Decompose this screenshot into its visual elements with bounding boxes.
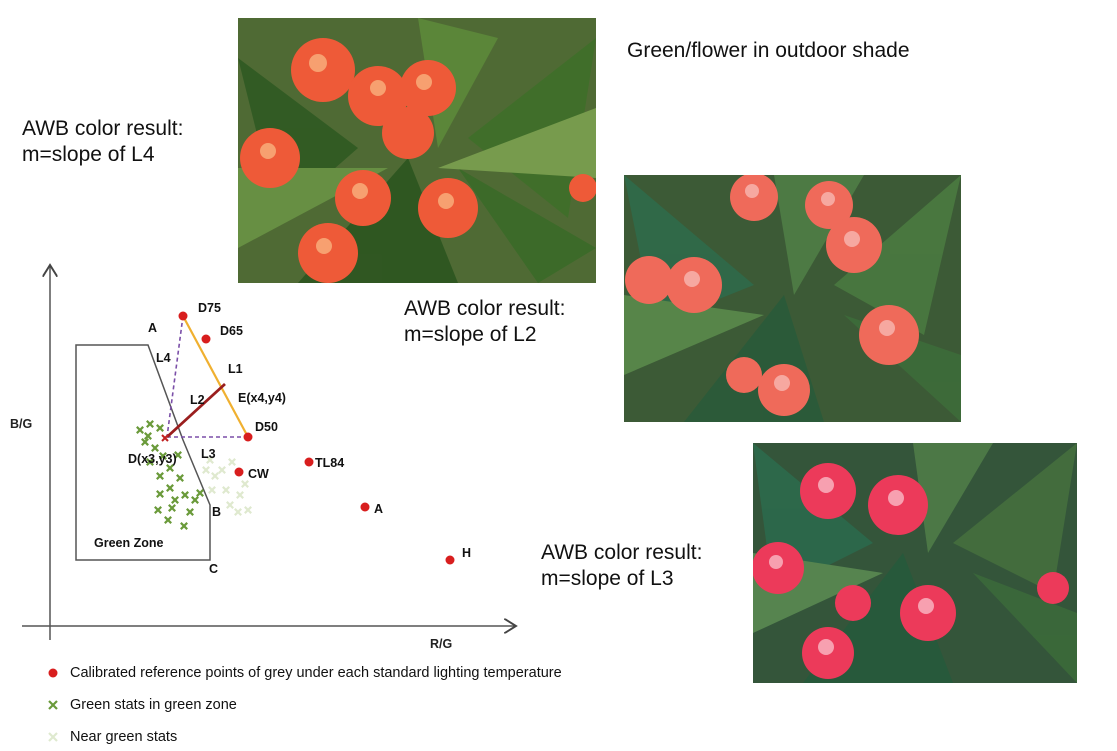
caption-awb-l3: AWB color result: m=slope of L3 — [541, 540, 702, 592]
legend-item-reference: Calibrated reference points of grey unde… — [42, 665, 562, 681]
legend-label-reference: Calibrated reference points of grey unde… — [70, 665, 562, 681]
near-green-stat-mark — [228, 458, 236, 466]
label-tl84: TL84 — [315, 456, 344, 470]
green-stat-mark — [174, 451, 182, 459]
label-a: A — [374, 502, 383, 516]
ref-point-tl84 — [304, 457, 314, 467]
flower-photo-top — [238, 18, 596, 283]
flower-photo-middle — [624, 175, 961, 422]
near-green-stat-mark — [218, 466, 226, 474]
caption-awb-l2: AWB color result: m=slope of L2 — [404, 296, 565, 348]
near-green-stat-mark — [206, 456, 214, 464]
legend-label-near-green: Near green stats — [70, 729, 178, 745]
green-stat-mark — [156, 472, 164, 480]
caption-awb-l3-line1: AWB color result: — [541, 541, 703, 564]
near-green-stat-mark — [208, 486, 216, 494]
label-d50: D50 — [255, 420, 278, 434]
green-stat-mark — [186, 508, 194, 516]
near-green-stat-mark — [222, 486, 230, 494]
caption-awb-l4: AWB color result: m=slope of L4 — [22, 116, 183, 168]
near-green-stat-mark — [241, 480, 249, 488]
label-l1: L1 — [228, 362, 243, 376]
legend-item-near-green: Near green stats — [42, 729, 177, 745]
green-stat-mark — [144, 432, 152, 440]
legend-label-green-stats: Green stats in green zone — [70, 697, 237, 713]
green-stat-mark — [166, 464, 174, 472]
label-l3: L3 — [201, 447, 216, 461]
pale-x-icon — [42, 731, 64, 743]
ref-point-a — [360, 502, 370, 512]
green-zone — [75, 344, 211, 561]
green-stat-mark — [176, 474, 184, 482]
x-axis-label: R/G — [430, 637, 452, 651]
caption-awb-l2-line1: AWB color result: — [404, 297, 566, 320]
green-stat-mark — [154, 506, 162, 514]
label-l4: L4 — [156, 351, 171, 365]
near-green-stat-mark — [244, 506, 252, 514]
green-stats — [136, 420, 204, 530]
label-d75: D75 — [198, 301, 221, 315]
green-stat-mark — [180, 522, 188, 530]
ref-point-d50 — [243, 432, 253, 442]
near-green-stat-mark — [211, 472, 219, 480]
zone-corner-a: A — [148, 321, 157, 335]
green-stat-mark — [191, 496, 199, 504]
green-stat-mark — [196, 489, 204, 497]
label-d65: D65 — [220, 324, 243, 338]
green-stat-mark — [168, 504, 176, 512]
green-stat-mark — [171, 496, 179, 504]
ref-point-d65 — [201, 334, 211, 344]
red-dot-icon — [42, 667, 64, 679]
point-d-marker — [161, 434, 169, 442]
green-stat-mark — [164, 516, 172, 524]
green-stat-mark — [166, 484, 174, 492]
green-stat-mark — [136, 426, 144, 434]
caption-awb-l2-line2: m=slope of L2 — [404, 323, 537, 346]
caption-awb-l4-line1: AWB color result: — [22, 117, 184, 140]
caption-awb-l4-line2: m=slope of L4 — [22, 143, 155, 166]
green-stat-mark — [159, 452, 167, 460]
label-e: E(x4,y4) — [238, 391, 286, 405]
green-stat-mark — [181, 491, 189, 499]
flower-photo-bottom — [753, 443, 1077, 683]
near-green-stat-mark — [236, 491, 244, 499]
line-l4 — [166, 315, 184, 438]
photo-top — [238, 18, 596, 283]
legend-item-green-stats: Green stats in green zone — [42, 697, 237, 713]
label-d: D(x3,y3) — [128, 452, 177, 466]
caption-outdoor-shade: Green/flower in outdoor shade — [627, 39, 910, 62]
green-stat-mark — [146, 458, 154, 466]
green-stat-mark — [141, 438, 149, 446]
near-green-stat-mark — [202, 466, 210, 474]
caption-awb-l3-line2: m=slope of L3 — [541, 567, 674, 590]
near-green-stats — [202, 456, 252, 516]
green-stat-mark — [156, 424, 164, 432]
green-stat-mark — [151, 444, 159, 452]
ref-point-h — [445, 555, 455, 565]
green-x-icon — [42, 699, 64, 711]
near-green-stat-mark — [234, 508, 242, 516]
label-cw: CW — [248, 467, 269, 481]
near-green-stat-mark — [226, 501, 234, 509]
line-l1 — [182, 315, 249, 438]
line-l2 — [166, 382, 226, 439]
green-stat-mark — [156, 490, 164, 498]
photo-middle — [624, 175, 961, 422]
label-h: H — [462, 546, 471, 560]
ref-point-cw — [234, 467, 244, 477]
green-zone-label: Green Zone — [94, 536, 164, 550]
ref-point-d75 — [178, 311, 188, 321]
zone-corner-c: C — [209, 562, 218, 576]
y-axis-label: B/G — [10, 417, 32, 431]
label-l2: L2 — [190, 393, 205, 407]
zone-corner-b: B — [212, 505, 221, 519]
photo-bottom — [753, 443, 1077, 683]
green-stat-mark — [146, 420, 154, 428]
